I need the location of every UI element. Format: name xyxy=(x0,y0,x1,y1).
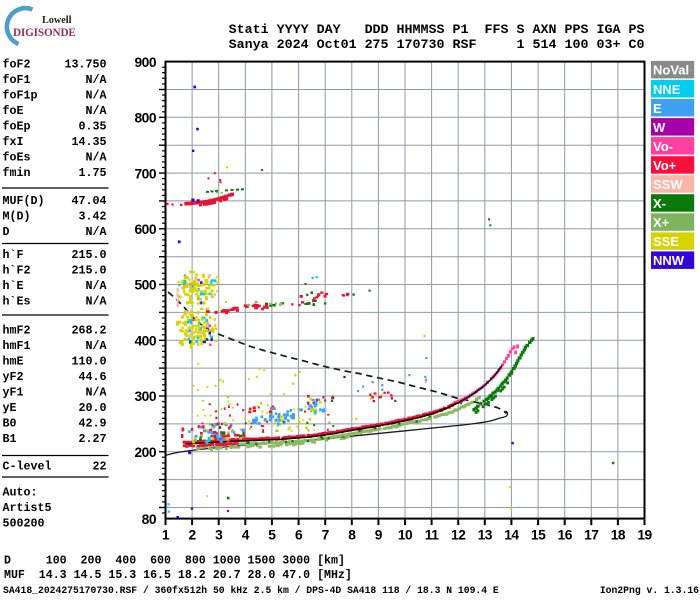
svg-text:N/A: N/A xyxy=(86,104,107,118)
svg-text:DIGISONDE: DIGISONDE xyxy=(13,27,76,39)
svg-text:h`E: h`E xyxy=(3,279,24,293)
svg-text:300: 300 xyxy=(134,389,156,404)
svg-text:Sanya 2024 Oct01 275 170730 RS: Sanya 2024 Oct01 275 170730 RSF 1 514 10… xyxy=(229,38,645,53)
svg-text:15: 15 xyxy=(531,527,546,542)
svg-text:N/A: N/A xyxy=(86,295,107,309)
svg-text:h`Es: h`Es xyxy=(3,295,31,309)
svg-text:NoVal: NoVal xyxy=(653,63,689,78)
svg-text:8: 8 xyxy=(348,527,356,542)
svg-text:Artist5: Artist5 xyxy=(3,501,52,515)
svg-text:80: 80 xyxy=(142,512,157,527)
svg-text:yF1: yF1 xyxy=(3,385,24,399)
svg-text:1.75: 1.75 xyxy=(79,166,107,180)
svg-text:3: 3 xyxy=(215,527,223,542)
svg-text:foF1p: foF1p xyxy=(3,89,38,103)
svg-text:4: 4 xyxy=(242,527,250,542)
svg-text:W: W xyxy=(653,120,666,135)
svg-text:16: 16 xyxy=(558,527,573,542)
svg-text:B0: B0 xyxy=(3,416,17,430)
svg-text:hmF2: hmF2 xyxy=(3,323,31,337)
svg-text:2: 2 xyxy=(189,527,197,542)
svg-text:6: 6 xyxy=(295,527,303,542)
svg-text:D: D xyxy=(3,225,10,239)
svg-text:14.35: 14.35 xyxy=(72,135,107,149)
svg-text:900: 900 xyxy=(134,55,156,70)
svg-text:X-: X- xyxy=(653,196,666,211)
svg-text:yE: yE xyxy=(3,401,17,415)
svg-text:C-level: C-level xyxy=(3,460,52,474)
svg-text:Vo-: Vo- xyxy=(653,139,673,154)
svg-text:215.0: 215.0 xyxy=(72,248,107,262)
svg-text:700: 700 xyxy=(134,166,156,181)
svg-text:1: 1 xyxy=(162,527,170,542)
svg-text:foF1: foF1 xyxy=(3,73,31,87)
svg-text:18: 18 xyxy=(611,527,626,542)
svg-text:hmE: hmE xyxy=(3,354,24,368)
svg-text:3.42: 3.42 xyxy=(79,210,107,224)
svg-text:500: 500 xyxy=(134,278,156,293)
svg-text:MUF(D): MUF(D) xyxy=(3,194,45,208)
svg-text:fxI: fxI xyxy=(3,135,24,149)
svg-text:hmF1: hmF1 xyxy=(3,339,31,353)
svg-text:200: 200 xyxy=(134,445,156,460)
svg-text:N/A: N/A xyxy=(86,339,107,353)
svg-text:110.0: 110.0 xyxy=(72,354,107,368)
svg-text:N/A: N/A xyxy=(86,279,107,293)
svg-text:14: 14 xyxy=(504,527,519,542)
svg-text:42.9: 42.9 xyxy=(79,416,107,430)
svg-text:10: 10 xyxy=(398,527,413,542)
svg-text:h`F2: h`F2 xyxy=(3,264,31,278)
svg-text:Vo+: Vo+ xyxy=(653,158,677,173)
svg-text:N/A: N/A xyxy=(86,385,107,399)
svg-text:600: 600 xyxy=(134,222,156,237)
svg-text:D 100 200 400 600 800: D 100 200 400 600 800 1000 1500 3000 [km… xyxy=(4,554,345,567)
svg-text:215.0: 215.0 xyxy=(72,264,107,278)
svg-text:h`F: h`F xyxy=(3,248,24,262)
svg-text:13: 13 xyxy=(478,527,493,542)
svg-text:13.750: 13.750 xyxy=(65,58,107,72)
svg-text:Lowell: Lowell xyxy=(42,15,72,26)
svg-text:5: 5 xyxy=(268,527,276,542)
svg-text:fmin: fmin xyxy=(3,166,31,180)
svg-text:foF2: foF2 xyxy=(3,58,31,72)
svg-text:400: 400 xyxy=(134,334,156,349)
svg-text:800: 800 xyxy=(134,111,156,126)
svg-text:M(D): M(D) xyxy=(3,210,31,224)
svg-text:N/A: N/A xyxy=(86,73,107,87)
svg-text:foE: foE xyxy=(3,104,24,118)
svg-text:foEs: foEs xyxy=(3,151,31,165)
svg-text:47.04: 47.04 xyxy=(72,194,107,208)
svg-text:17: 17 xyxy=(584,527,599,542)
svg-text:9: 9 xyxy=(375,527,383,542)
svg-text:N/A: N/A xyxy=(86,225,107,239)
svg-text:12: 12 xyxy=(451,527,466,542)
svg-text:7: 7 xyxy=(322,527,330,542)
svg-text:SSW: SSW xyxy=(653,177,683,192)
svg-text:E: E xyxy=(653,101,662,116)
svg-text:X+: X+ xyxy=(653,215,670,230)
svg-text:NNE: NNE xyxy=(653,82,681,97)
svg-text:SA418_2024275170730.RSF / 360f: SA418_2024275170730.RSF / 360fx512h 50 k… xyxy=(3,585,499,596)
svg-text:2.27: 2.27 xyxy=(79,432,107,446)
svg-text:N/A: N/A xyxy=(86,151,107,165)
svg-text:500200: 500200 xyxy=(3,516,45,530)
svg-text:Stati YYYY DAY DDD HHMMSS P1: Stati YYYY DAY DDD HHMMSS P1 FFS S AXN P… xyxy=(229,23,645,38)
svg-text:0.35: 0.35 xyxy=(79,120,107,134)
svg-text:MUF 14.3 14.5 15.3 16.5 18.2: MUF 14.3 14.5 15.3 16.5 18.2 20.7 28.0 4… xyxy=(4,569,352,582)
svg-text:19: 19 xyxy=(637,527,652,542)
svg-text:NNW: NNW xyxy=(653,253,685,268)
svg-text:B1: B1 xyxy=(3,432,17,446)
svg-text:11: 11 xyxy=(425,527,439,542)
svg-text:Auto:: Auto: xyxy=(3,485,38,499)
svg-text:22: 22 xyxy=(93,460,107,474)
svg-text:20.0: 20.0 xyxy=(79,401,107,415)
svg-text:SSE: SSE xyxy=(653,234,679,249)
svg-text:foEp: foEp xyxy=(3,120,31,134)
svg-text:268.2: 268.2 xyxy=(72,323,107,337)
svg-text:44.6: 44.6 xyxy=(79,370,107,384)
svg-text:yF2: yF2 xyxy=(3,370,24,384)
svg-text:Ion2Png v. 1.3.16: Ion2Png v. 1.3.16 xyxy=(600,585,699,596)
svg-text:N/A: N/A xyxy=(86,89,107,103)
